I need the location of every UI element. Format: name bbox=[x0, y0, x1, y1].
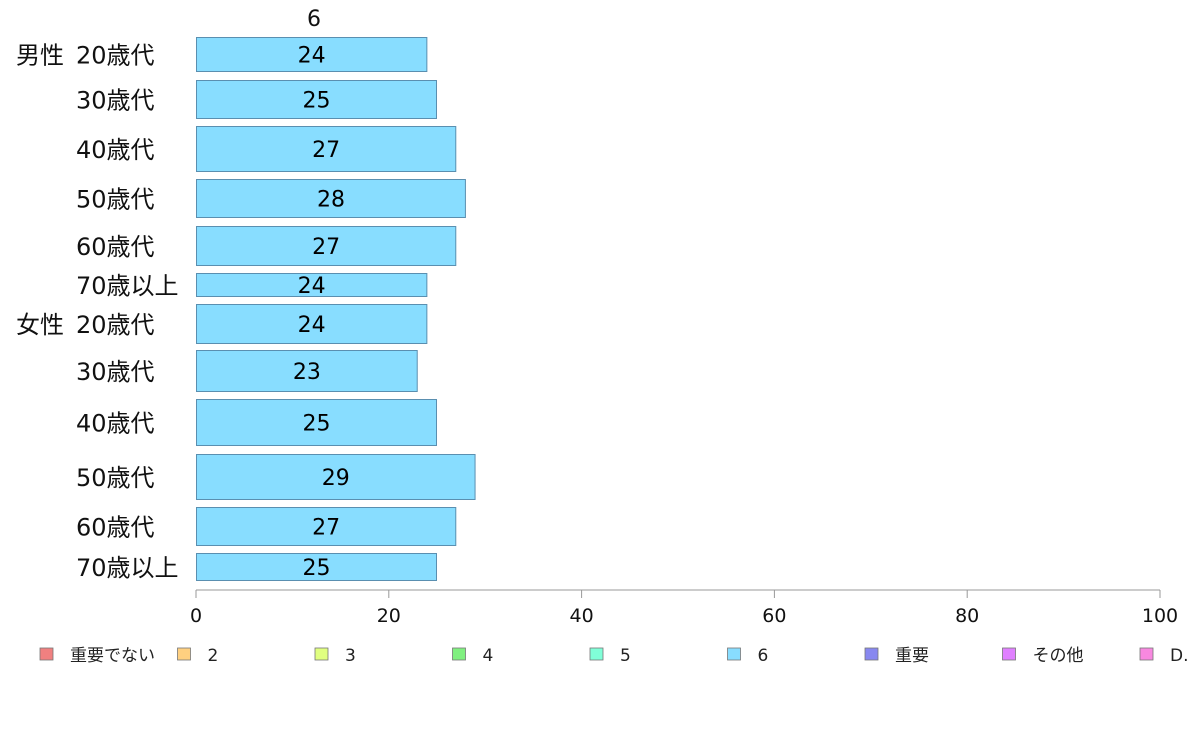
legend-label: 5 bbox=[620, 646, 631, 666]
bar bbox=[196, 399, 437, 446]
x-tick-label: 40 bbox=[570, 605, 594, 627]
bar bbox=[196, 350, 418, 392]
bar-value-label: 24 bbox=[298, 44, 326, 69]
legend-swatch bbox=[452, 647, 466, 661]
bar-value-label: 25 bbox=[303, 89, 331, 114]
legend-swatch bbox=[864, 647, 879, 661]
legend-swatch bbox=[589, 647, 604, 661]
legend-label: 重要 bbox=[895, 646, 929, 666]
category-label: 50歳代 bbox=[76, 464, 155, 492]
bar bbox=[196, 273, 428, 297]
bar-value-label: 24 bbox=[298, 274, 326, 299]
bar bbox=[196, 37, 428, 72]
column-header-label: 6 bbox=[307, 7, 321, 32]
category-label: 30歳代 bbox=[76, 87, 155, 115]
bar bbox=[196, 126, 457, 172]
bar bbox=[196, 553, 437, 581]
category-label: 60歳代 bbox=[76, 233, 155, 261]
legend-label: 2 bbox=[208, 646, 219, 666]
category-label: 20歳代 bbox=[76, 311, 155, 339]
legend-swatch bbox=[314, 647, 329, 661]
legend-swatch bbox=[1002, 647, 1016, 661]
bar-value-label: 28 bbox=[317, 188, 345, 213]
bar-value-label: 27 bbox=[312, 516, 340, 541]
legend-label: 4 bbox=[483, 646, 494, 666]
legend-label: 重要でない bbox=[70, 646, 155, 666]
category-label: 60歳代 bbox=[76, 514, 155, 542]
legend-swatch bbox=[39, 647, 54, 661]
bar bbox=[196, 179, 466, 218]
bar-value-label: 27 bbox=[312, 138, 340, 163]
legend-swatch bbox=[727, 647, 741, 661]
bar-value-label: 24 bbox=[298, 313, 326, 338]
column-header-layer: 6 bbox=[307, 7, 321, 32]
bar-value-label: 29 bbox=[322, 466, 350, 491]
legend-label: 3 bbox=[345, 646, 356, 666]
bar bbox=[196, 454, 476, 500]
x-tick-label: 0 bbox=[190, 605, 202, 627]
bar bbox=[196, 304, 428, 344]
legend-label: その他 bbox=[1033, 646, 1084, 666]
legend-swatch bbox=[177, 647, 191, 661]
bar-value-label: 27 bbox=[312, 235, 340, 260]
x-tick-label: 20 bbox=[377, 605, 401, 627]
category-label: 70歳以上 bbox=[76, 272, 179, 300]
bar bbox=[196, 226, 457, 266]
group-label: 男性 bbox=[16, 42, 64, 70]
legend: 重要でない 2 3 4 5 6 重要 その他 D.K bbox=[39, 646, 1188, 666]
category-label: 30歳代 bbox=[76, 358, 155, 386]
category-label: 70歳以上 bbox=[76, 554, 179, 582]
group-label: 女性 bbox=[16, 311, 64, 339]
category-label: 50歳代 bbox=[76, 186, 155, 214]
x-tick-label: 80 bbox=[955, 605, 979, 627]
bar bbox=[196, 507, 457, 546]
category-label: 40歳代 bbox=[76, 136, 155, 164]
bar-value-label: 25 bbox=[303, 412, 331, 437]
category-label: 20歳代 bbox=[76, 42, 155, 70]
x-axis: 0 20 40 60 80 100 bbox=[190, 589, 1178, 627]
legend-label: 6 bbox=[758, 646, 769, 666]
legend-label: D.K bbox=[1170, 646, 1188, 666]
bar bbox=[196, 80, 437, 119]
x-tick-label: 60 bbox=[762, 605, 786, 627]
legend-swatch bbox=[1139, 647, 1154, 661]
x-tick-label: 100 bbox=[1142, 605, 1178, 627]
category-label: 40歳代 bbox=[76, 410, 155, 438]
bar-value-label: 25 bbox=[303, 556, 331, 581]
bar-value-label: 23 bbox=[293, 360, 321, 385]
bars-layer: 24 25 27 28 27 24 24 23 25 29 27 25 bbox=[196, 37, 476, 581]
